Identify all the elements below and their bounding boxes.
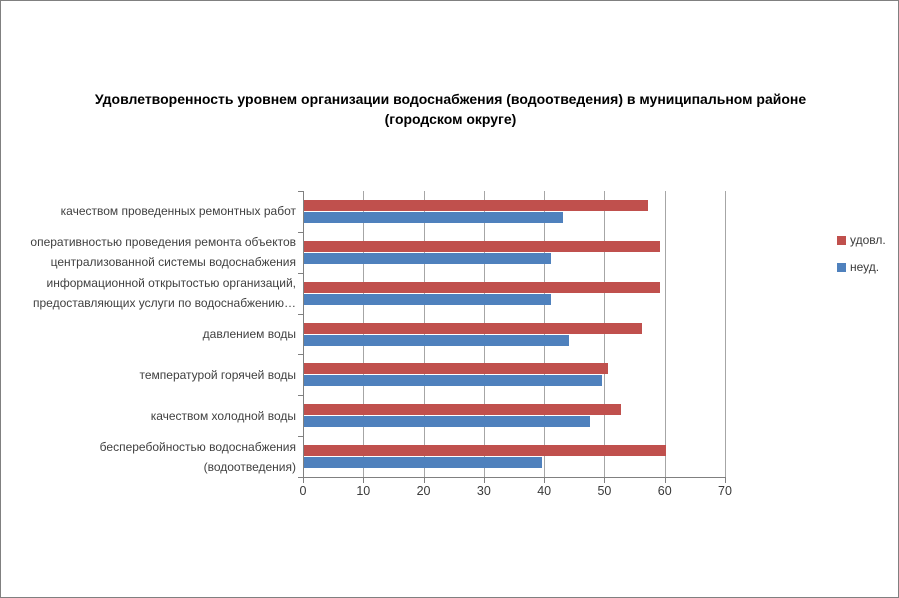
category-label: качеством проведенных ремонтных работ	[60, 204, 296, 219]
x-tick-mark	[363, 478, 365, 483]
gridline	[664, 191, 666, 477]
y-tick-mark	[298, 395, 303, 397]
legend-swatch-udovl	[837, 235, 846, 245]
x-tick-mark	[544, 478, 546, 483]
y-tick-mark	[298, 313, 303, 315]
y-tick-mark	[298, 272, 303, 274]
bar-udovl	[304, 322, 642, 334]
bar-neud	[304, 457, 543, 469]
y-tick-mark	[298, 231, 303, 233]
gridline	[544, 191, 546, 477]
bar-neud	[304, 375, 603, 387]
y-tick-mark	[298, 354, 303, 356]
gridline	[483, 191, 485, 477]
gridline	[604, 191, 606, 477]
category-label: оперативностью проведения ремонта объект…	[30, 235, 296, 270]
legend-item-udovl: удовл.	[837, 233, 886, 247]
bar-udovl	[304, 281, 660, 293]
bar-udovl	[304, 445, 666, 457]
legend-item-neud: неуд.	[837, 260, 886, 274]
bar-udovl	[304, 240, 660, 252]
value-axis-line	[303, 191, 304, 477]
bar-udovl	[304, 404, 621, 416]
category-label: давлением воды	[202, 326, 296, 341]
x-axis: 0 10 20 30 40 50 60 70	[300, 477, 732, 501]
bar-neud	[304, 293, 552, 305]
x-tick-mark	[725, 478, 726, 483]
x-tick-label: 10	[356, 484, 371, 498]
chart-title-line-2: (городском округе)	[384, 111, 517, 127]
bar-udovl	[304, 363, 609, 375]
y-tick-mark	[298, 436, 303, 438]
x-tick-mark	[423, 478, 425, 483]
bar-udovl	[304, 199, 648, 211]
x-tick-mark	[664, 478, 666, 483]
gridline	[725, 191, 726, 477]
bar-neud	[304, 334, 570, 346]
gridline	[363, 191, 365, 477]
y-tick-mark	[298, 191, 303, 192]
x-tick-label: 40	[537, 484, 552, 498]
category-label: качеством холодной воды	[150, 408, 296, 423]
y-tick-mark	[298, 477, 303, 478]
category-axis-line	[303, 477, 726, 478]
x-tick-label: 70	[718, 484, 732, 498]
category-label: информационной открытостью организаций, …	[33, 276, 296, 311]
gridline	[423, 191, 425, 477]
bar-neud	[304, 211, 564, 223]
x-tick-label: 0	[299, 484, 307, 498]
legend-label-udovl: удовл.	[850, 233, 886, 247]
x-tick-mark	[303, 478, 304, 483]
chart-title: Удовлетворенность уровнем организации во…	[1, 89, 898, 129]
plot-area	[298, 191, 726, 483]
category-axis-labels: качеством проведенных ремонтных работ опе…	[9, 191, 296, 477]
category-label: температурой горячей воды	[139, 367, 297, 382]
legend: удовл. неуд.	[837, 233, 886, 287]
x-tick-mark	[483, 478, 485, 483]
legend-swatch-neud	[837, 262, 846, 272]
x-tick-label: 20	[416, 484, 431, 498]
x-tick-label: 50	[597, 484, 612, 498]
legend-label-neud: неуд.	[850, 260, 880, 274]
x-tick-label: 60	[657, 484, 672, 498]
x-tick-label: 30	[476, 484, 491, 498]
bar-neud	[304, 416, 591, 428]
x-tick-mark	[604, 478, 606, 483]
chart-title-line-1: Удовлетворенность уровнем организации во…	[94, 91, 807, 107]
bar-neud	[304, 252, 552, 264]
category-label: бесперебойностью водоснабжения (водоотве…	[99, 439, 296, 474]
